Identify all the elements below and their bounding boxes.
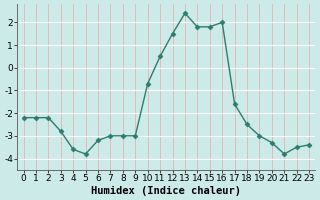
X-axis label: Humidex (Indice chaleur): Humidex (Indice chaleur) (91, 186, 241, 196)
